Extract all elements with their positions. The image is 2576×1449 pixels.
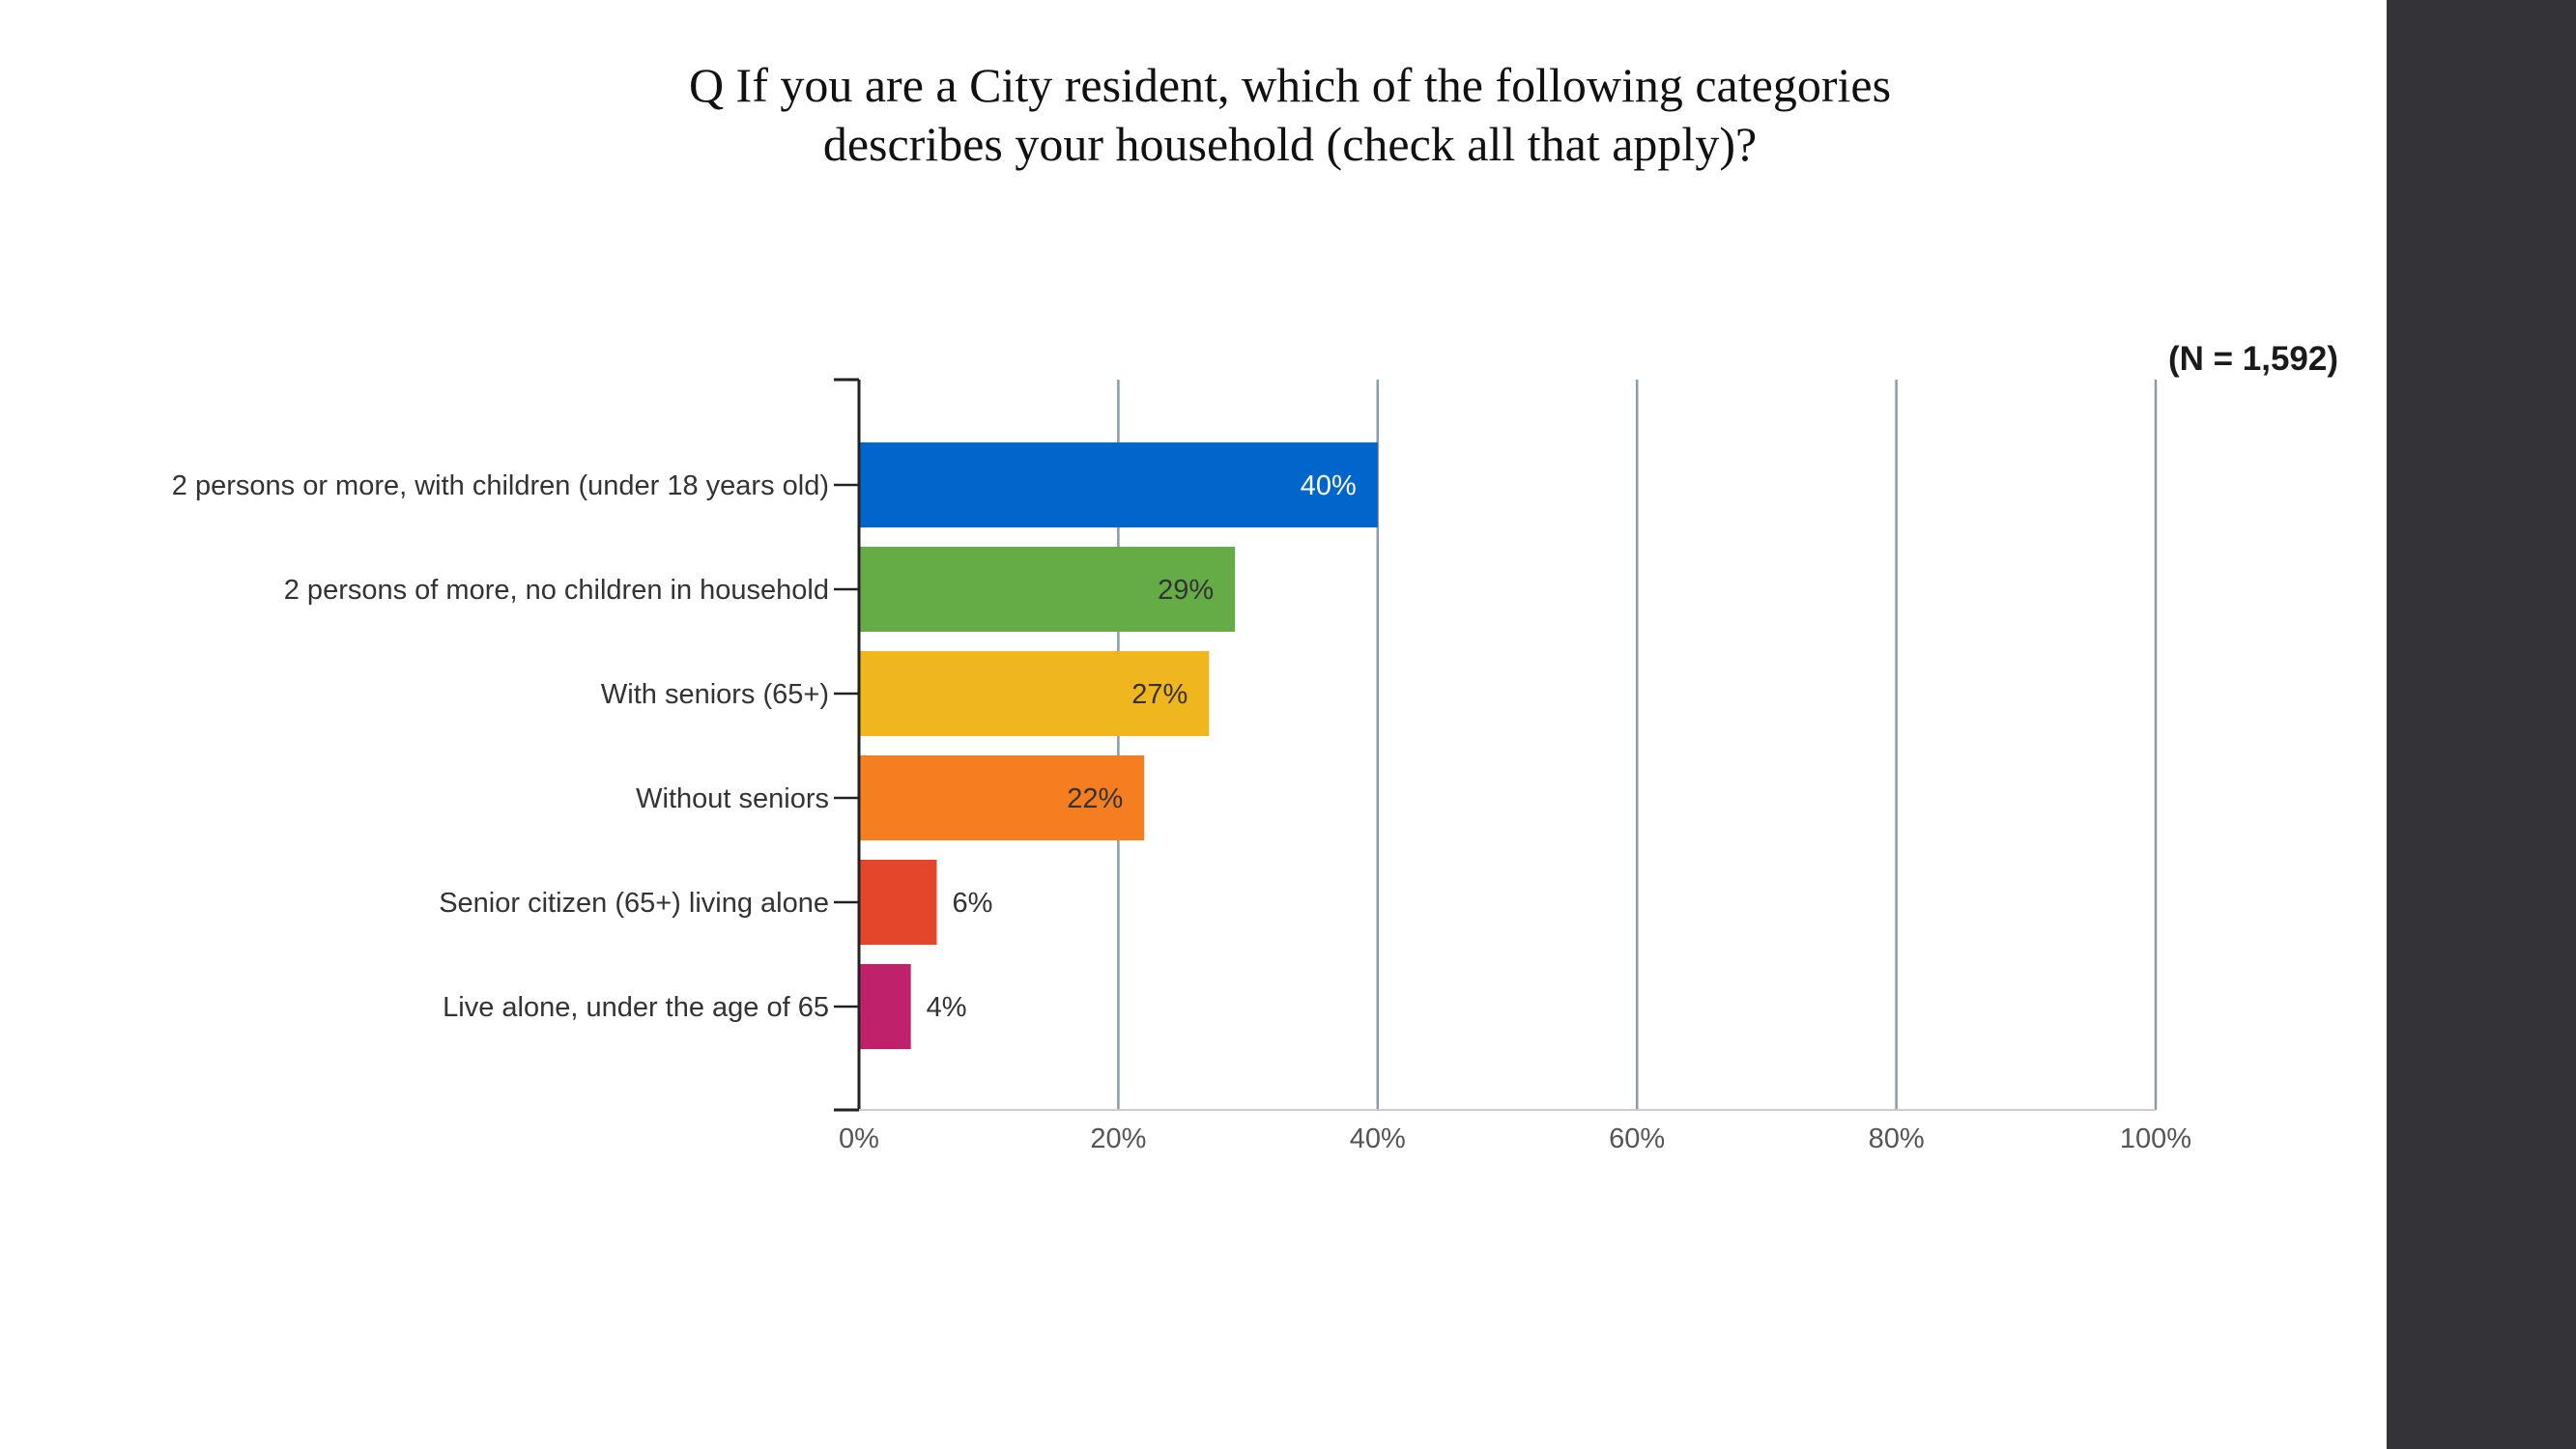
chart-title-line-1: Q If you are a City resident, which of t… bbox=[688, 58, 1892, 112]
x-tick-label: 60% bbox=[1609, 1123, 1665, 1154]
bar-value-label: 6% bbox=[953, 888, 993, 919]
bar-value-label: 27% bbox=[1131, 679, 1188, 710]
bar bbox=[859, 547, 1236, 632]
category-label: 2 persons of more, no children in househ… bbox=[284, 575, 829, 606]
category-label: Live alone, under the age of 65 bbox=[443, 992, 829, 1023]
bar-value-label: 4% bbox=[927, 992, 967, 1023]
bar-chart: 0% 20% 40% 60% 80% 100% 2 persons or more, wit… bbox=[172, 378, 2191, 1154]
bar-value-label: 29% bbox=[1158, 575, 1214, 606]
x-tick-label: 100% bbox=[2120, 1123, 2191, 1154]
x-tick-label: 80% bbox=[1869, 1123, 1925, 1154]
category-label: With seniors (65+) bbox=[601, 679, 829, 710]
category-label: 2 persons or more, with children (under … bbox=[172, 470, 829, 501]
x-tick-label: 40% bbox=[1350, 1123, 1406, 1154]
bar bbox=[859, 442, 1378, 527]
axes bbox=[834, 378, 2156, 1112]
bar-value-label: 40% bbox=[1301, 470, 1357, 501]
x-tick-label: 0% bbox=[839, 1123, 879, 1154]
sample-size-note: (N = 1,592) bbox=[2167, 340, 2338, 378]
category-label: Senior citizen (65+) living alone bbox=[439, 888, 829, 919]
labels: 0% 20% 40% 60% 80% 100% 2 persons or more, wit… bbox=[172, 470, 2191, 1154]
bar bbox=[859, 755, 1145, 840]
bar bbox=[859, 860, 937, 945]
bars bbox=[859, 442, 1378, 1049]
bar-value-label: 22% bbox=[1067, 783, 1123, 814]
chart-title: Q If you are a City resident, which of t… bbox=[425, 56, 2155, 174]
bar bbox=[859, 651, 1210, 736]
x-tick-label: 20% bbox=[1090, 1123, 1146, 1154]
slide: Q If you are a City resident, which of t… bbox=[171, 56, 2338, 1154]
category-label: Without seniors bbox=[636, 783, 829, 814]
bar bbox=[859, 964, 911, 1049]
side-bar bbox=[2387, 0, 2576, 1449]
chart-title-line-2: describes your household (check all that… bbox=[822, 117, 1758, 171]
